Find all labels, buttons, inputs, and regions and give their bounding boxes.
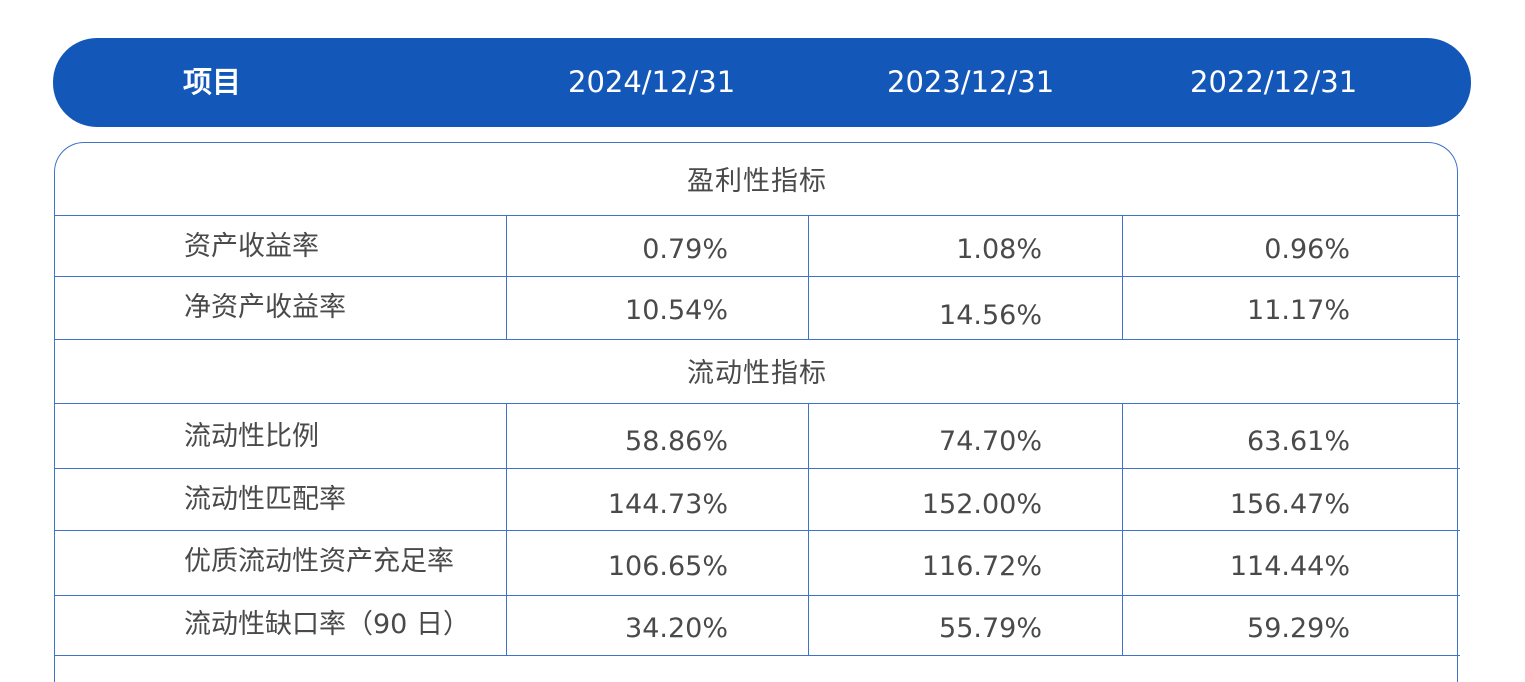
row-value-2022: 11.17% [1122,277,1460,339]
table-header-bar: 项目 2024/12/31 2023/12/31 2022/12/31 [53,38,1471,127]
section-title-liquidity: 流动性指标 [54,340,1460,404]
row-name: 流动性缺口率（90 日） [184,609,470,640]
row-value-2023: 116.72% [808,531,1122,595]
row-value-2023: 55.79% [808,596,1122,655]
row-name: 优质流动性资产充足率 [184,546,454,577]
table-row: 净资产收益率 10.54% 14.56% 11.17% [54,277,1460,340]
row-value-2023: 152.00% [808,469,1122,530]
row-value-2022: 114.44% [1122,531,1460,595]
table-row: 流动性缺口率（90 日） 34.20% 55.79% 59.29% [54,596,1460,656]
table-frame [54,142,1458,682]
row-value-2023: 14.56% [808,277,1122,339]
header-date-2022: 2022/12/31 [1190,65,1358,99]
table-row: 流动性匹配率 144.73% 152.00% 156.47% [54,469,1460,531]
table-row: 资产收益率 0.79% 1.08% 0.96% [54,216,1460,277]
row-value-2024: 106.65% [506,531,808,595]
header-date-2024: 2024/12/31 [568,65,736,99]
section-title-profitability: 盈利性指标 [54,142,1460,216]
row-value-2022: 0.96% [1122,216,1460,276]
row-value-2022: 63.61% [1122,404,1460,468]
table-row: 流动性比例 58.86% 74.70% 63.61% [54,404,1460,469]
row-value-2024: 144.73% [506,469,808,530]
row-value-2022: 156.47% [1122,469,1460,530]
row-value-2024: 34.20% [506,596,808,655]
row-value-2022: 59.29% [1122,596,1460,655]
header-date-2023: 2023/12/31 [887,65,1055,99]
row-name: 流动性比例 [184,421,319,452]
table-row: 优质流动性资产充足率 106.65% 116.72% 114.44% [54,531,1460,596]
row-value-2023: 74.70% [808,404,1122,468]
row-value-2023: 1.08% [808,216,1122,276]
row-name: 净资产收益率 [184,292,346,323]
row-value-2024: 58.86% [506,404,808,468]
row-value-2024: 0.79% [506,216,808,276]
section-title-text: 盈利性指标 [687,166,827,197]
section-title-text: 流动性指标 [687,358,827,389]
row-name: 资产收益率 [184,231,319,262]
header-item-label: 项目 [183,65,242,99]
row-name: 流动性匹配率 [184,484,346,515]
row-value-2024: 10.54% [506,277,808,339]
